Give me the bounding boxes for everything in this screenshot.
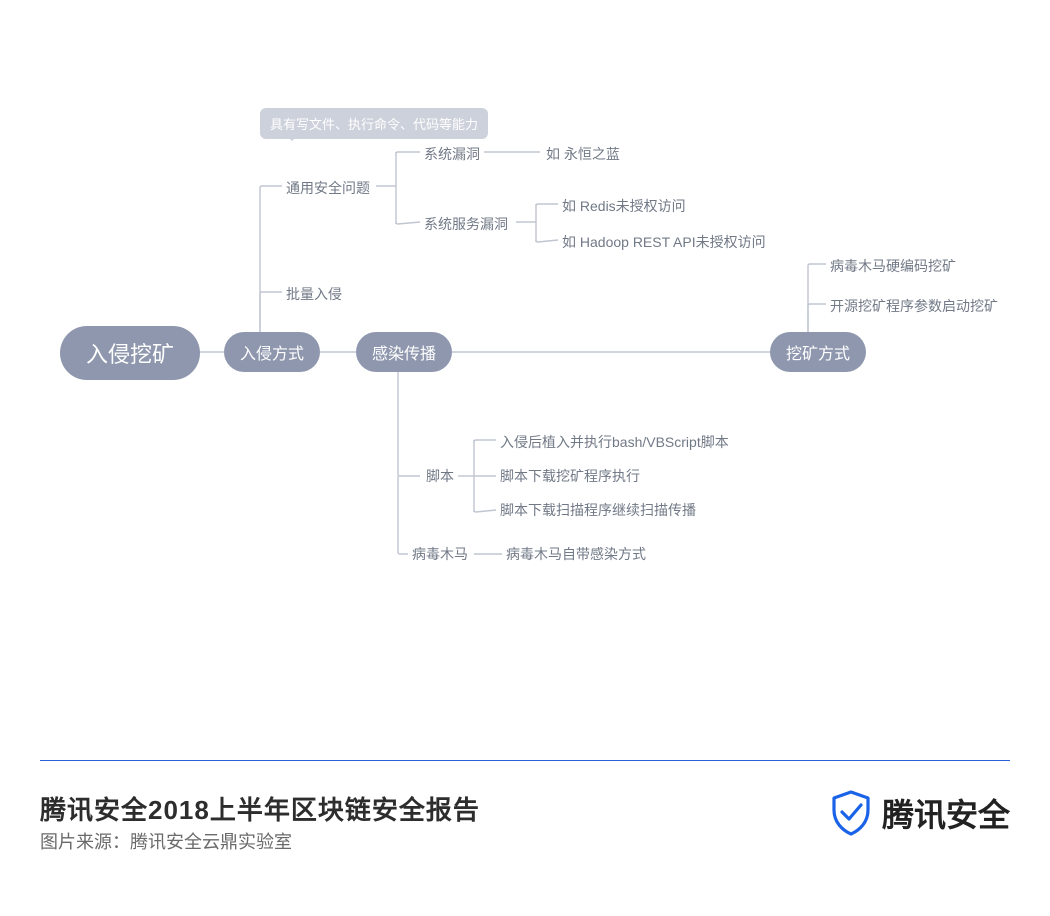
- diagram-stage: 具有写文件、执行命令、代码等能力 入侵挖矿 入侵方式 感染传播 挖矿方式 通用安…: [0, 0, 1050, 916]
- footer-rule: [40, 760, 1010, 761]
- label-s3: 脚本下载扫描程序继续扫描传播: [500, 500, 696, 520]
- label-s2: 脚本下载挖矿程序执行: [500, 466, 640, 486]
- node-intrude: 入侵方式: [224, 332, 320, 372]
- shield-icon: [830, 790, 872, 836]
- label-redis: 如 Redis未授权访问: [562, 196, 686, 216]
- capability-callout: 具有写文件、执行命令、代码等能力: [260, 108, 488, 139]
- label-trojan: 病毒木马: [412, 544, 468, 564]
- label-sys-vuln: 系统漏洞: [424, 144, 480, 164]
- label-s1: 入侵后植入并执行bash/VBScript脚本: [500, 432, 729, 452]
- callout-text: 具有写文件、执行命令、代码等能力: [270, 117, 478, 132]
- label-hadoop: 如 Hadoop REST API未授权访问: [562, 232, 766, 252]
- node-mine: 挖矿方式: [770, 332, 866, 372]
- node-mine-label: 挖矿方式: [786, 340, 850, 364]
- brand: 腾讯安全: [830, 790, 1010, 836]
- node-intrude-label: 入侵方式: [240, 340, 304, 364]
- node-spread-label: 感染传播: [372, 340, 436, 364]
- brand-text: 腾讯安全: [882, 790, 1010, 836]
- label-t1: 病毒木马自带感染方式: [506, 544, 646, 564]
- footer-subtitle: 图片来源：腾讯安全云鼎实验室: [40, 828, 292, 854]
- label-batch: 批量入侵: [286, 284, 342, 304]
- node-root-label: 入侵挖矿: [86, 337, 174, 369]
- label-m2: 开源挖矿程序参数启动挖矿: [830, 296, 998, 316]
- label-sec-issue: 通用安全问题: [286, 178, 370, 198]
- label-script: 脚本: [426, 466, 454, 486]
- connector-lines: [0, 0, 1050, 760]
- footer-title: 腾讯安全2018上半年区块链安全报告: [40, 790, 480, 827]
- label-m1: 病毒木马硬编码挖矿: [830, 256, 956, 276]
- label-eternal: 如 永恒之蓝: [546, 144, 620, 164]
- label-svc-vuln: 系统服务漏洞: [424, 214, 508, 234]
- node-spread: 感染传播: [356, 332, 452, 372]
- node-root: 入侵挖矿: [60, 326, 200, 380]
